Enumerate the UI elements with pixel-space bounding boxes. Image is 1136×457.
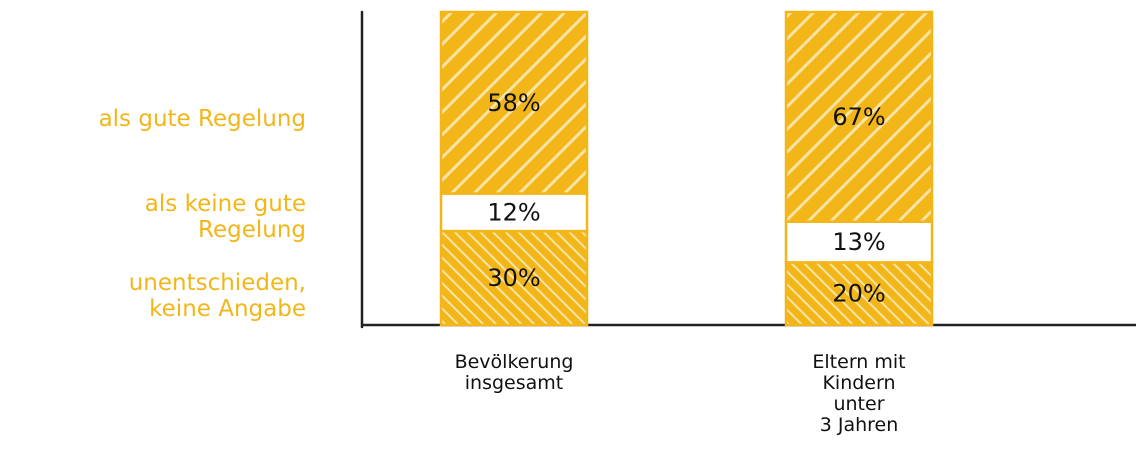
legend-entry: als keine gute Regelung bbox=[145, 191, 306, 243]
bar-segment bbox=[439, 229, 589, 327]
legend: unentschieden, keine Angabe als keine gute… bbox=[99, 106, 306, 322]
data-label: 12% bbox=[487, 198, 540, 226]
bar-segment bbox=[784, 10, 934, 223]
category-labels: Bevölkerung insgesamt Eltern mit Kindern unt… bbox=[455, 351, 906, 436]
data-label: 20% bbox=[832, 280, 885, 308]
data-label: 58% bbox=[487, 89, 540, 117]
data-label: 30% bbox=[487, 264, 540, 292]
data-label: 13% bbox=[832, 228, 885, 256]
bar-segment bbox=[784, 261, 934, 327]
legend-entry: unentschieden, keine Angabe bbox=[129, 270, 306, 322]
data-label: 67% bbox=[832, 103, 885, 131]
category-label: Bevölkerung insgesamt bbox=[455, 351, 574, 394]
bars bbox=[439, 10, 934, 327]
category-label: Eltern mit Kindern unter 3 Jahren bbox=[812, 351, 905, 436]
data-labels: 30% 12% 58% 20% 13% 67% bbox=[487, 89, 885, 308]
legend-entry: als gute Regelung bbox=[99, 106, 306, 132]
bar-segment bbox=[439, 10, 589, 195]
